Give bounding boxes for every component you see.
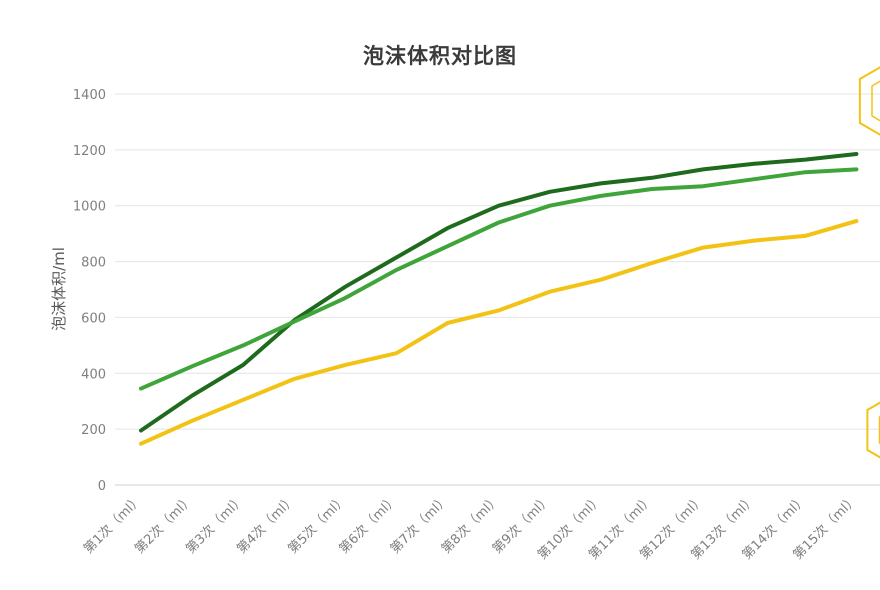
y-tick-label: 0: [98, 479, 106, 494]
y-tick-label: 1200: [73, 144, 106, 159]
hexagon-decoration-icon: [866, 401, 880, 459]
decorations: [858, 66, 880, 459]
chart-title: 泡沫体积对比图: [363, 44, 517, 68]
y-axis: 0 200 400 600 800 1000 1200 1400: [73, 88, 106, 494]
series-line-2: [139, 167, 859, 391]
y-tick-label: 400: [81, 367, 106, 382]
y-axis-label: 泡沫体积/ml: [50, 247, 68, 331]
x-axis: 第1次（ml）第2次（ml）第3次（ml）第4次（ml）第5次（ml）第6次（m…: [80, 492, 861, 563]
y-tick-label: 1000: [73, 200, 106, 215]
grid-lines: [115, 93, 880, 486]
y-tick-label: 1400: [73, 88, 106, 103]
series-line-3: [139, 219, 859, 446]
y-tick-label: 200: [81, 423, 106, 438]
hexagon-decoration-icon: [858, 66, 880, 136]
series-line-1: [139, 152, 859, 433]
y-tick-label: 600: [81, 311, 106, 326]
hexagon-decoration-icon: [871, 80, 880, 122]
series-lines: [139, 152, 859, 446]
y-tick-label: 800: [81, 256, 106, 271]
